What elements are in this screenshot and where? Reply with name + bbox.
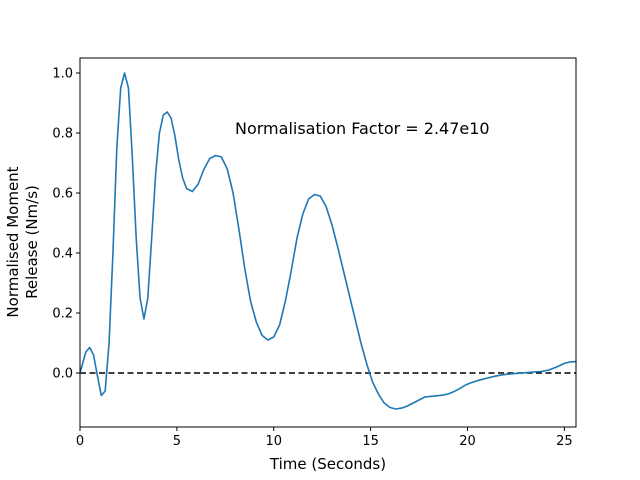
y-tick-label: 0.8 [52, 127, 73, 142]
y-axis-label-line-1: Normalised Moment [4, 166, 22, 317]
series-line [79, 72, 577, 410]
y-axis-label: Normalised Moment Release (Nm/s) [4, 166, 41, 317]
x-tick-label: 0 [76, 434, 84, 449]
x-tick-label: 25 [556, 434, 573, 449]
y-tick-label: 0.6 [52, 187, 73, 202]
plot-layer [79, 72, 577, 410]
x-tick-label: 15 [362, 434, 379, 449]
x-tick-label: 5 [173, 434, 181, 449]
y-tick-label: 1.0 [52, 67, 73, 82]
y-axis-label-line-2: Release (Nm/s) [23, 185, 41, 299]
y-tick-label: 0.2 [52, 307, 73, 322]
ticks-layer: 0 5 10 15 20 25 0.0 0.2 0.4 0.6 0.8 1.0 [52, 67, 572, 450]
x-tick-label: 10 [265, 434, 282, 449]
plot-frame [79, 57, 577, 428]
annotation-text: Normalisation Factor = 2.47e10 [235, 119, 490, 138]
x-axis-label: Time (Seconds) [269, 455, 386, 473]
x-tick-label: 20 [459, 434, 476, 449]
y-tick-label: 0.4 [52, 247, 73, 262]
y-tick-label: 0.0 [52, 367, 73, 382]
